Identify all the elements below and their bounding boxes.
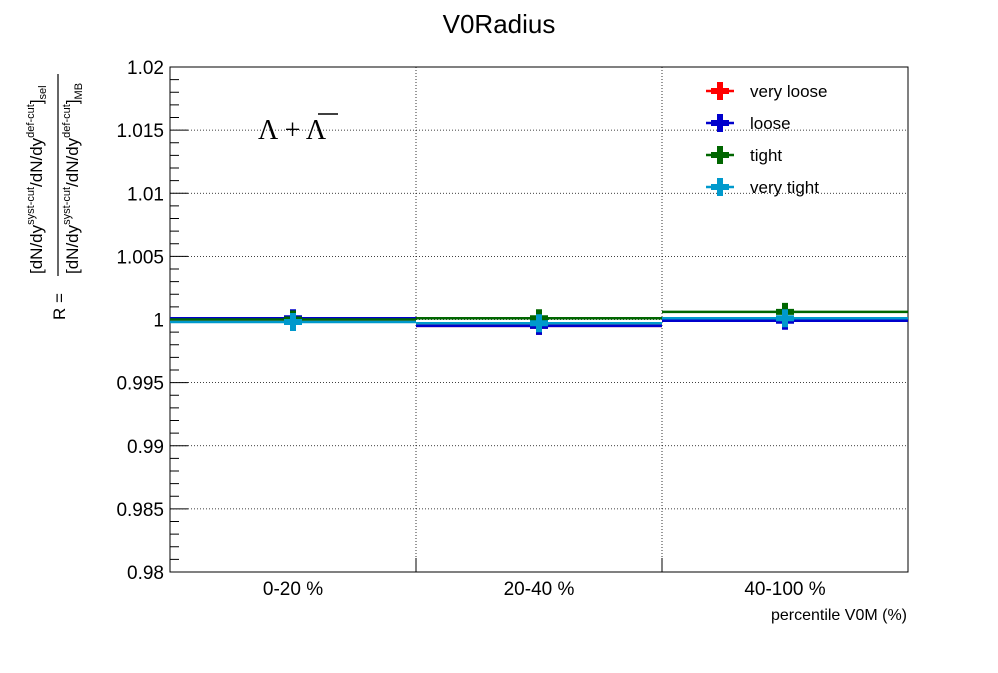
annotation-text: Λ + Λ xyxy=(258,115,327,146)
y-ticks: 0.98 0.985 0.99 0.995 1 1.005 1.01 1.015 1.02 xyxy=(116,58,188,584)
x-tick-label: 0-20 % xyxy=(263,579,323,600)
data-point xyxy=(776,309,794,328)
legend-label: very loose xyxy=(750,82,827,101)
svg-text:[dN/dysyst-cut/dN/dydef-cut]se: [dN/dysyst-cut/dN/dydef-cut]sel xyxy=(25,85,49,274)
legend-label: tight xyxy=(750,146,782,165)
annotation: Λ + Λ xyxy=(258,113,338,146)
legend-entry: very loose xyxy=(706,82,827,101)
ylab-num-sub: sel xyxy=(37,85,49,99)
y-tick-label: 1 xyxy=(153,311,164,332)
y-tick-label: 1.015 xyxy=(116,121,164,142)
ylab-den-1: [dN/dy xyxy=(63,224,82,274)
x-ticks: 0-20 % 20-40 % 40-100 % xyxy=(263,558,826,600)
legend-marker xyxy=(711,82,729,100)
y-axis-label: R = [dN/dysyst-cut/dN/dydef-cut]sel [dN/… xyxy=(25,74,85,320)
ylab-den-sup2: def-cut xyxy=(61,104,73,138)
ylab-den-2: /dN/dy xyxy=(63,137,82,187)
ylab-den-sub: MB xyxy=(73,83,85,100)
y-tick-label: 1.02 xyxy=(127,58,164,79)
legend-label: loose xyxy=(750,114,791,133)
legend-entry: loose xyxy=(706,114,791,133)
ylab-num-2: /dN/dy xyxy=(27,137,46,187)
legend-marker xyxy=(711,146,729,164)
data-point xyxy=(284,313,302,332)
series-group xyxy=(170,302,908,335)
ylab-num-sup2: def-cut xyxy=(25,104,37,138)
data-point xyxy=(530,314,548,333)
x-tick-label: 40-100 % xyxy=(744,579,825,600)
legend-entry: tight xyxy=(706,146,782,165)
ylab-num-end: ] xyxy=(27,99,46,104)
y-axis-label-prefix: R = xyxy=(50,293,69,320)
legend-entry: very tight xyxy=(706,178,819,197)
chart-title: V0Radius xyxy=(443,9,556,39)
legend-marker xyxy=(711,114,729,132)
y-tick-label: 0.98 xyxy=(127,563,164,584)
legend-marker xyxy=(711,178,729,196)
y-tick-label: 0.99 xyxy=(127,437,164,458)
y-tick-label: 0.995 xyxy=(116,374,164,395)
y-axis-label-denominator: [dN/dysyst-cut/dN/dydef-cut]MB xyxy=(61,83,85,274)
x-axis-label: percentile V0M (%) xyxy=(771,607,907,624)
x-tick-label: 20-40 % xyxy=(504,579,575,600)
ylab-num-1: [dN/dy xyxy=(27,224,46,274)
ylab-num-sup: syst-cut xyxy=(25,187,37,225)
y-axis-label-numerator: [dN/dysyst-cut/dN/dydef-cut]sel xyxy=(25,85,49,274)
legend: very loose loose tight very tight xyxy=(706,82,827,197)
ylab-den-sup: syst-cut xyxy=(61,187,73,225)
y-tick-label: 1.01 xyxy=(127,184,164,205)
y-tick-label: 0.985 xyxy=(116,500,164,521)
legend-label: very tight xyxy=(750,178,819,197)
y-tick-label: 1.005 xyxy=(116,247,164,268)
series-very-tight xyxy=(170,309,908,333)
ylab-den-end: ] xyxy=(63,99,82,104)
svg-text:[dN/dysyst-cut/dN/dydef-cut]MB: [dN/dysyst-cut/dN/dydef-cut]MB xyxy=(61,83,85,274)
